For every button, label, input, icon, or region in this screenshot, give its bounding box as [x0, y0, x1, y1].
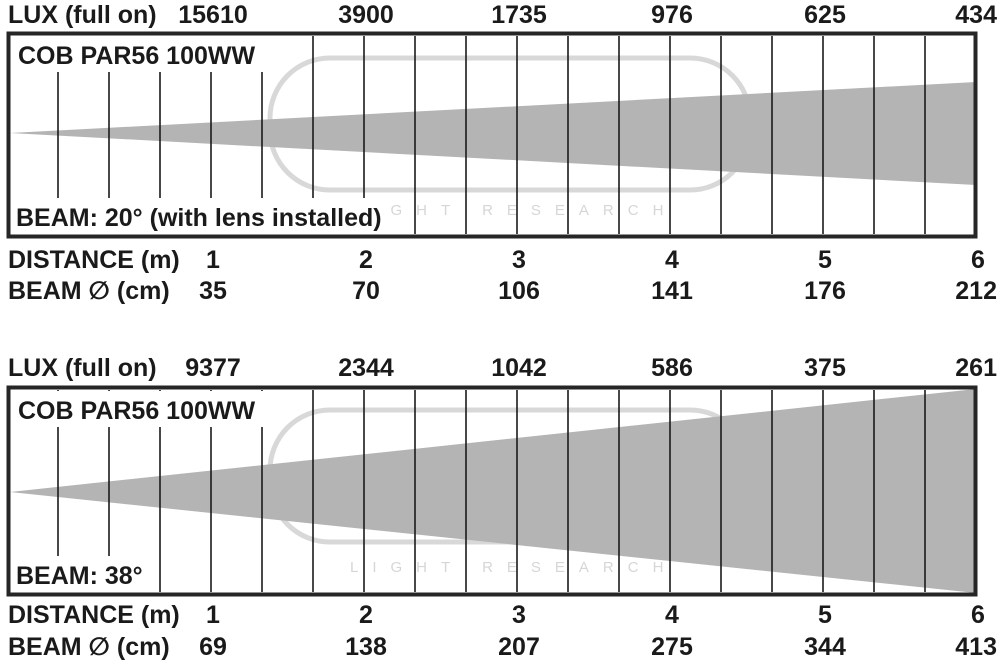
model-label: COB PAR56 100WW [18, 397, 255, 425]
distance-values: 1 2 3 4 5 6 [206, 246, 985, 274]
watermark-tagline: LIGHT RESEARCH [350, 559, 677, 576]
beam-cone [10, 82, 976, 185]
lux-value-2m: 2344 [338, 354, 394, 382]
watermark-tagline: LIGHT RESEARCH [350, 202, 677, 219]
panel-frame [6, 31, 978, 239]
beam-angle-label: BEAM: 38° [16, 562, 143, 590]
lux-value-1m: 15610 [178, 1, 248, 29]
beam-diameter-values: 69 138 207 275 344 413 [199, 633, 997, 661]
beam-diameter-label: BEAM ∅ (cm) [8, 633, 170, 661]
beam-diameter-value-3m: 207 [498, 633, 540, 661]
lux-value-4m: 586 [651, 354, 693, 382]
distance-value-5: 5 [818, 246, 832, 274]
beam-diameter-value-6m: 413 [955, 633, 997, 661]
distance-value-3: 3 [512, 601, 526, 629]
distance-label: DISTANCE (m) [8, 601, 180, 629]
lux-label: LUX (full on) [8, 1, 157, 29]
lux-value-2m: 3900 [338, 1, 394, 29]
beam-diameter-value-2m: 138 [345, 633, 387, 661]
distance-value-4: 4 [665, 601, 679, 629]
beam-diameter-value-1m: 69 [199, 633, 227, 661]
beam-diameter-values: 35 70 106 141 176 212 [199, 277, 997, 305]
panel-20-degree: LIGHT RESEARCH COB PAR56 100WW BEAM: 20°… [6, 1, 997, 305]
lux-value-5m: 625 [804, 1, 846, 29]
beam-cone [10, 389, 976, 593]
distance-value-2: 2 [359, 601, 373, 629]
distance-values: 1 2 3 4 5 6 [206, 601, 985, 629]
distance-value-3: 3 [512, 246, 526, 274]
lux-label: LUX (full on) [8, 354, 157, 382]
beam-diameter-value-6m: 212 [955, 277, 997, 305]
panel-38-degree: LIGHT RESEARCH COB PAR56 100WW BEAM: 38°… [6, 354, 997, 661]
lux-value-1m: 9377 [185, 354, 241, 382]
beam-diameter-label: BEAM ∅ (cm) [8, 277, 170, 305]
beam-angle-label: BEAM: 20° (with lens installed) [16, 204, 382, 232]
beam-diameter-value-4m: 141 [651, 277, 693, 305]
beam-diameter-value-3m: 106 [498, 277, 540, 305]
distance-value-6: 6 [971, 601, 985, 629]
distance-value-2: 2 [359, 246, 373, 274]
lux-value-3m: 1735 [491, 1, 547, 29]
lux-value-5m: 375 [804, 354, 846, 382]
lux-value-4m: 976 [651, 1, 693, 29]
distance-value-1: 1 [206, 601, 220, 629]
distance-value-6: 6 [971, 246, 985, 274]
panel-frame [6, 385, 978, 597]
distance-label: DISTANCE (m) [8, 246, 180, 274]
beam-diameter-value-1m: 35 [199, 277, 227, 305]
lux-values: 9377 2344 1042 586 375 261 [185, 354, 997, 382]
beam-diameter-value-4m: 275 [651, 633, 693, 661]
lux-values: 15610 3900 1735 976 625 434 [178, 1, 997, 29]
lux-value-3m: 1042 [491, 354, 547, 382]
beam-diameter-value-5m: 176 [804, 277, 846, 305]
beam-diameter-value-5m: 344 [804, 633, 846, 661]
distance-value-1: 1 [206, 246, 220, 274]
lux-value-6m: 434 [955, 1, 997, 29]
distance-value-5: 5 [818, 601, 832, 629]
beam-diameter-value-2m: 70 [352, 277, 380, 305]
distance-value-4: 4 [665, 246, 679, 274]
model-label: COB PAR56 100WW [18, 42, 255, 70]
lux-value-6m: 261 [955, 354, 997, 382]
